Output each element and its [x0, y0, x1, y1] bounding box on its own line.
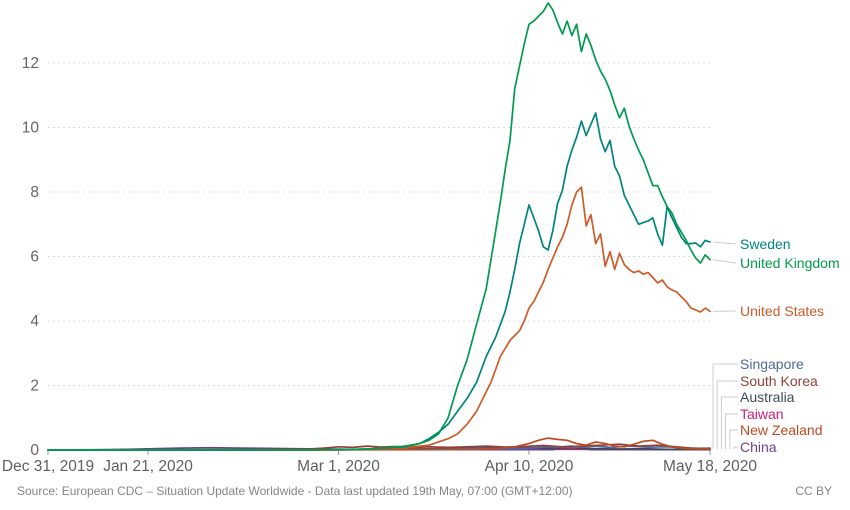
legend-leader-line	[725, 413, 738, 449]
legend-label-china[interactable]: China	[740, 439, 777, 455]
y-tick-label: 2	[30, 378, 39, 395]
legend-leader-line	[712, 259, 737, 264]
legend-label-sweden[interactable]: Sweden	[740, 236, 791, 252]
series-line-united-kingdom	[47, 2, 711, 451]
y-tick-label: 10	[22, 120, 40, 137]
y-tick-label: 12	[22, 55, 39, 72]
series-line-new-zealand	[47, 437, 711, 451]
legend-leader-line	[716, 380, 738, 449]
series-line-south-korea	[47, 443, 711, 451]
legend-label-australia[interactable]: Australia	[740, 389, 795, 405]
series-line-sweden	[47, 112, 711, 451]
series-line-united-states	[47, 186, 711, 451]
legend-leader-line	[720, 396, 738, 449]
x-tick-label: Mar 1, 2020	[297, 458, 380, 475]
legend-leader-line	[729, 429, 738, 449]
x-tick-label: Dec 31, 2019	[2, 458, 94, 475]
chart-footer: Source: European CDC – Situation Update …	[0, 480, 850, 504]
source-note: Source: European CDC – Situation Update …	[17, 484, 573, 498]
x-tick-label: May 18, 2020	[663, 458, 757, 475]
legend-label-united-kingdom[interactable]: United Kingdom	[740, 255, 840, 271]
legend-label-south-korea[interactable]: South Korea	[740, 373, 818, 389]
legend-leader-line	[712, 363, 738, 449]
x-tick-label: Jan 21, 2020	[103, 458, 193, 475]
chart-area: 0 2 4 6 8 10 12 Dec 31, 2019 Jan 21, 2020 Mar 1, …	[2, 2, 840, 475]
y-tick-label: 0	[30, 442, 39, 459]
x-tick-label: Apr 10, 2020	[485, 458, 574, 475]
legend-label-singapore[interactable]: Singapore	[740, 356, 804, 372]
y-tick-label: 8	[30, 184, 39, 201]
legend-label-united-states[interactable]: United States	[740, 303, 825, 319]
legend-label-taiwan[interactable]: Taiwan	[740, 406, 784, 422]
y-tick-label: 4	[30, 313, 39, 330]
legend-leader-line	[733, 446, 738, 449]
legend-label-new-zealand[interactable]: New Zealand	[740, 422, 823, 438]
license-link[interactable]: CC BY	[795, 484, 832, 498]
line-chart-canvas: 0 2 4 6 8 10 12 Dec 31, 2019 Jan 21, 2020 Mar 1, …	[2, 2, 757, 475]
legend-leader-line	[712, 241, 737, 245]
y-tick-label: 6	[30, 249, 39, 266]
